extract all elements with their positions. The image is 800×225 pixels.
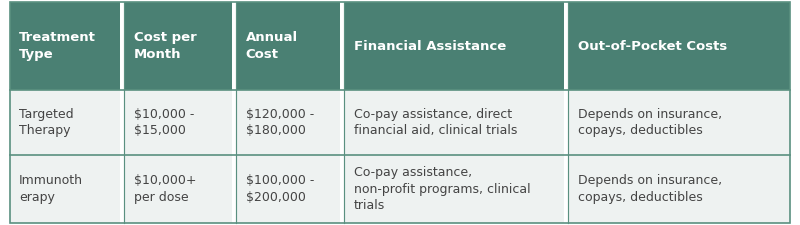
Bar bbox=[344, 155, 564, 223]
Bar bbox=[124, 90, 232, 155]
Bar bbox=[236, 2, 340, 90]
Text: $10,000+
per dose: $10,000+ per dose bbox=[134, 174, 196, 204]
Text: Co-pay assistance, direct
financial aid, clinical trials: Co-pay assistance, direct financial aid,… bbox=[354, 108, 517, 137]
Bar bbox=[10, 155, 120, 223]
Text: $10,000 -
$15,000: $10,000 - $15,000 bbox=[134, 108, 194, 137]
Bar bbox=[124, 155, 232, 223]
Bar bbox=[10, 90, 120, 155]
Text: Out-of-Pocket Costs: Out-of-Pocket Costs bbox=[578, 40, 727, 53]
Bar bbox=[236, 155, 340, 223]
Text: Depends on insurance,
copays, deductibles: Depends on insurance, copays, deductible… bbox=[578, 174, 722, 204]
Bar bbox=[344, 90, 564, 155]
Bar bbox=[10, 2, 120, 90]
Text: $120,000 -
$180,000: $120,000 - $180,000 bbox=[246, 108, 314, 137]
Text: Co-pay assistance,
non-profit programs, clinical
trials: Co-pay assistance, non-profit programs, … bbox=[354, 166, 530, 212]
Text: Depends on insurance,
copays, deductibles: Depends on insurance, copays, deductible… bbox=[578, 108, 722, 137]
Text: Targeted
Therapy: Targeted Therapy bbox=[19, 108, 74, 137]
Bar bbox=[344, 2, 564, 90]
Text: $100,000 -
$200,000: $100,000 - $200,000 bbox=[246, 174, 314, 204]
Text: Annual
Cost: Annual Cost bbox=[246, 31, 298, 61]
Bar bbox=[568, 90, 790, 155]
Bar bbox=[236, 90, 340, 155]
Bar bbox=[124, 2, 232, 90]
Text: Treatment
Type: Treatment Type bbox=[19, 31, 96, 61]
Text: Financial Assistance: Financial Assistance bbox=[354, 40, 506, 53]
Text: Immunoth
erapy: Immunoth erapy bbox=[19, 174, 83, 204]
Bar bbox=[568, 155, 790, 223]
Bar bbox=[568, 2, 790, 90]
Text: Cost per
Month: Cost per Month bbox=[134, 31, 196, 61]
